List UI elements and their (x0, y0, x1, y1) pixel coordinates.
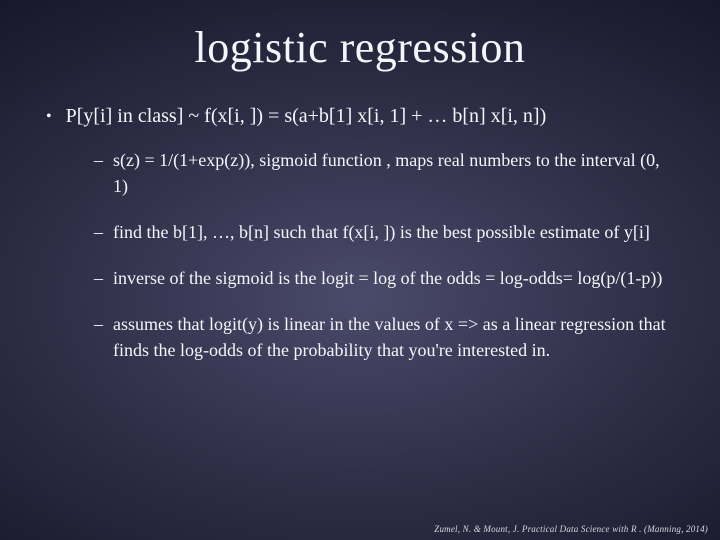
sub-bullet-item: – find the b[1], …, b[n] such that f(x[i… (94, 219, 674, 245)
dash-icon: – (94, 219, 103, 245)
sub-bullet-text: assumes that logit(y) is linear in the v… (113, 311, 674, 363)
sub-bullet-item: – assumes that logit(y) is linear in the… (94, 311, 674, 363)
main-bullet-text: P[y[i] in class] ~ f(x[i, ]) = s(a+b[1] … (66, 103, 547, 129)
dash-icon: – (94, 311, 103, 337)
citation-text: Zumel, N. & Mount, J. Practical Data Sci… (434, 524, 708, 534)
sub-bullet-item: – inverse of the sigmoid is the logit = … (94, 265, 674, 291)
sub-bullet-text: inverse of the sigmoid is the logit = lo… (113, 265, 674, 291)
sub-bullet-list: – s(z) = 1/(1+exp(z)), sigmoid function … (94, 147, 674, 384)
slide-container: logistic regression • P[y[i] in class] ~… (0, 0, 720, 540)
dash-icon: – (94, 147, 103, 173)
main-bullet: • P[y[i] in class] ~ f(x[i, ]) = s(a+b[1… (46, 103, 674, 129)
sub-bullet-text: s(z) = 1/(1+exp(z)), sigmoid function , … (113, 147, 674, 199)
slide-title: logistic regression (46, 22, 674, 73)
bullet-dot-icon: • (46, 107, 52, 128)
sub-bullet-item: – s(z) = 1/(1+exp(z)), sigmoid function … (94, 147, 674, 199)
sub-bullet-text: find the b[1], …, b[n] such that f(x[i, … (113, 219, 674, 245)
dash-icon: – (94, 265, 103, 291)
